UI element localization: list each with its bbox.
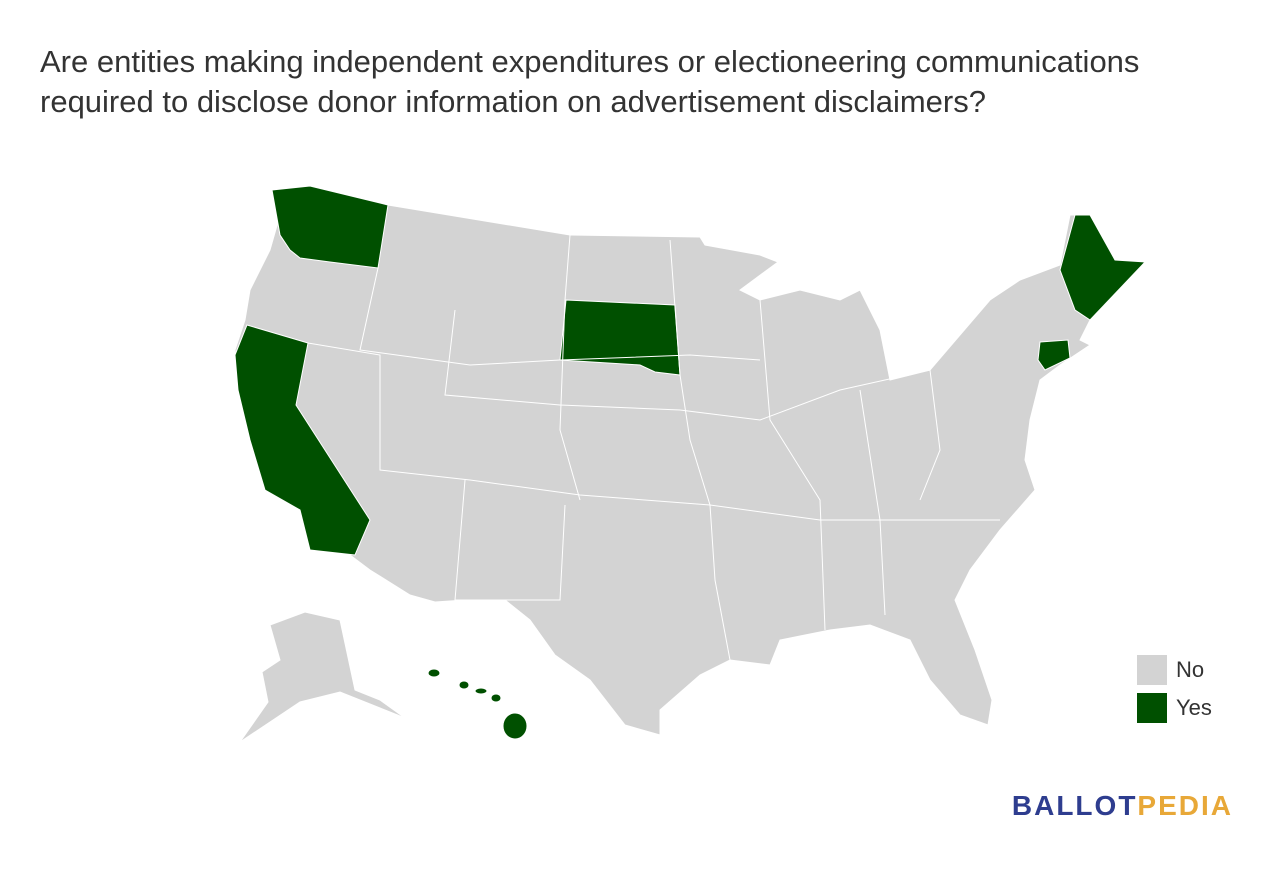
island: [458, 680, 470, 690]
border: [559, 234, 581, 501]
state: [1059, 214, 1147, 321]
border: [444, 309, 931, 421]
legend-swatch: [1137, 693, 1167, 723]
state-group: [239, 611, 406, 743]
legend-swatch: [1137, 655, 1167, 685]
island: [490, 693, 502, 703]
brand: BALLOTPEDIA: [1012, 790, 1233, 821]
brand-part: BALLOT: [1012, 790, 1138, 821]
legend: No Yes: [1137, 655, 1212, 723]
border: [669, 239, 731, 661]
border: [919, 369, 941, 501]
state-group: [234, 185, 1147, 736]
state: [1037, 339, 1071, 371]
map-title: Are entities making independent expendit…: [40, 44, 1140, 119]
legend-label: Yes: [1176, 695, 1212, 720]
legend-label: No: [1176, 657, 1204, 682]
border: [454, 479, 566, 601]
border: [759, 299, 826, 631]
state: [234, 324, 371, 556]
states: [234, 185, 1147, 743]
brand-part: PEDIA: [1137, 790, 1233, 821]
island: [502, 712, 528, 740]
state: [271, 185, 389, 269]
island: [427, 668, 441, 678]
state-borders: [307, 234, 1000, 661]
border: [307, 342, 1000, 521]
hawaii: [427, 668, 528, 740]
island: [474, 687, 488, 695]
border: [859, 389, 886, 616]
border: [359, 267, 761, 366]
